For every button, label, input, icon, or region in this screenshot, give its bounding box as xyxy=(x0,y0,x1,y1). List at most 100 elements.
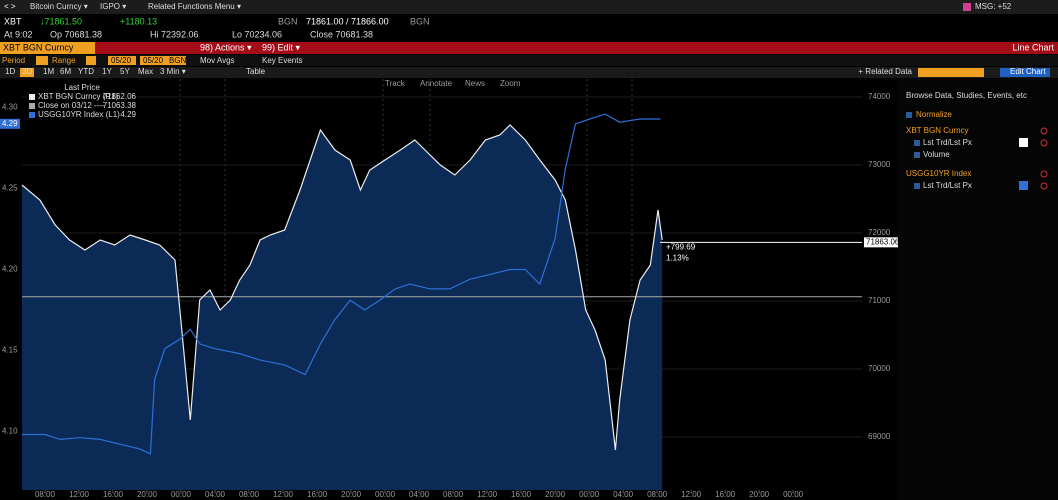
change: +1180.13 xyxy=(120,16,157,26)
plot: 69000 70000 71000 72000 73000 74000 4.10 4.15 4.… xyxy=(0,79,900,499)
x-tick-label: 20:00 xyxy=(749,490,770,499)
series-line xyxy=(22,113,661,455)
x-tick-label: 16:00 xyxy=(103,490,124,499)
msg-count[interactable]: MSG: +52 xyxy=(975,2,1012,11)
x-tick-label: 08:00 xyxy=(239,490,260,499)
range-button[interactable]: 1M xyxy=(43,67,54,76)
related-data[interactable]: + Related Data xyxy=(858,67,912,76)
yield-tag-value: 4.29 xyxy=(2,119,18,128)
last-price-tag xyxy=(864,237,898,248)
normalize[interactable]: Normalize xyxy=(916,110,953,119)
quote-time: At 9:02 xyxy=(4,29,33,39)
legend-box xyxy=(26,83,138,123)
range-button[interactable]: Max xyxy=(138,67,153,76)
edit-menu[interactable]: 99) Edit ▾ xyxy=(262,42,301,52)
remove-icon[interactable] xyxy=(1040,127,1048,135)
chart-tool[interactable]: News xyxy=(465,79,485,88)
legend-label: USGG10YR Index (L1) xyxy=(38,110,120,119)
x-tick-label: 12:00 xyxy=(273,490,294,499)
security-1: XBT BGN Curncy xyxy=(906,126,969,135)
interval[interactable]: 3 Min ▾ xyxy=(160,67,186,76)
source-field[interactable] xyxy=(168,56,186,65)
security-menu[interactable]: Bitcoin Curncy ▾ xyxy=(30,2,88,11)
range-source: BGN xyxy=(169,56,187,65)
y-tick-label: 4.15 xyxy=(2,345,18,354)
range-button[interactable]: 6M xyxy=(60,67,71,76)
key-events[interactable]: Key Events xyxy=(262,56,302,65)
x-tick-label: 16:00 xyxy=(715,490,736,499)
x-tick-label: 00:00 xyxy=(579,490,600,499)
y2-tick-label: 71000 xyxy=(868,296,891,305)
range-button[interactable]: 1D xyxy=(5,67,15,76)
settings-bar xyxy=(0,55,1058,66)
y-tick-label: 4.25 xyxy=(2,184,18,193)
open: Op 70681.38 xyxy=(50,29,102,39)
color-swatch[interactable] xyxy=(1019,181,1028,190)
y-tick-label: 4.10 xyxy=(2,426,18,435)
x-tick-label: 12:00 xyxy=(681,490,702,499)
security-name: XBT BGN Curncy xyxy=(3,42,74,52)
x-tick-label: 08:00 xyxy=(647,490,668,499)
checkbox[interactable] xyxy=(914,183,920,189)
remove-icon[interactable] xyxy=(1040,182,1048,190)
volume: Volume xyxy=(923,150,950,159)
range-button[interactable]: YTD xyxy=(78,67,94,76)
range-bar xyxy=(0,67,1058,78)
x-tick-label: 04:00 xyxy=(613,490,634,499)
date-field[interactable] xyxy=(140,56,168,65)
security-field[interactable] xyxy=(0,42,95,54)
remove-icon[interactable] xyxy=(1040,170,1048,178)
add-data-field[interactable] xyxy=(918,68,984,77)
x-tick-label: 00:00 xyxy=(375,490,396,499)
field-1: Lst Trd/Lst Px xyxy=(923,138,972,147)
range-button[interactable]: 3D xyxy=(22,67,32,76)
chart-type: Line Chart xyxy=(1012,42,1054,52)
x-tick-label: 04:00 xyxy=(205,490,226,499)
chart-tool[interactable]: Track xyxy=(385,79,406,88)
color-swatch[interactable] xyxy=(1019,138,1028,147)
mov-avgs[interactable]: Mov Avgs xyxy=(200,56,235,65)
actions-menu[interactable]: 98) Actions ▾ xyxy=(200,42,252,52)
related-menu[interactable]: Related Functions Menu ▾ xyxy=(148,2,241,11)
high: Hi 72392.06 xyxy=(150,29,199,39)
edit-chart[interactable]: Edit Chart xyxy=(1010,67,1046,76)
low: Lo 70234.06 xyxy=(232,29,282,39)
table-button[interactable]: Table xyxy=(246,67,266,76)
checkbox[interactable] xyxy=(906,112,912,118)
chart-tool[interactable]: Annotate xyxy=(420,79,453,88)
x-tick-label: 00:00 xyxy=(171,490,192,499)
nav-buttons[interactable]: < > xyxy=(4,2,16,11)
range-button[interactable]: 1Y xyxy=(102,67,112,76)
x-tick-label: 12:00 xyxy=(69,490,90,499)
edit-chart-button[interactable] xyxy=(1000,68,1050,77)
x-tick-label: 08:00 xyxy=(35,490,56,499)
x-tick-label: 16:00 xyxy=(307,490,328,499)
legend-swatch xyxy=(29,94,35,100)
range-label: Range xyxy=(52,56,76,65)
chart-tool[interactable]: Zoom xyxy=(500,79,521,88)
legend-title: Last Price xyxy=(64,83,100,92)
legend-value: 71063.38 xyxy=(103,101,137,110)
period-label: Period xyxy=(2,56,25,65)
field-2: Lst Trd/Lst Px xyxy=(923,181,972,190)
checkbox[interactable] xyxy=(914,152,920,158)
last-price: ↓71861.50 xyxy=(40,16,82,26)
source: BGN xyxy=(278,16,298,26)
legend-label: XBT BGN Curncy (R1) xyxy=(38,92,119,101)
browse-label[interactable]: Browse Data, Studies, Events, etc xyxy=(906,91,1027,100)
range-button[interactable]: 5Y xyxy=(120,67,130,76)
x-tick-label: 16:00 xyxy=(511,490,532,499)
period-field[interactable] xyxy=(36,56,48,65)
date-field[interactable] xyxy=(108,56,136,65)
y2-tick-label: 72000 xyxy=(868,228,891,237)
y2-tick-label: 73000 xyxy=(868,160,891,169)
igpo-menu[interactable]: IGPO ▾ xyxy=(100,2,126,11)
remove-icon[interactable] xyxy=(1040,139,1048,147)
checkbox[interactable] xyxy=(914,140,920,146)
change-value: +799.69 xyxy=(666,242,696,251)
series-line xyxy=(21,124,663,451)
y2-tick-label: 69000 xyxy=(868,432,891,441)
range-field[interactable] xyxy=(86,56,96,65)
y-tick-label: 4.30 xyxy=(2,103,18,112)
change-percent: 1.13% xyxy=(666,253,689,262)
